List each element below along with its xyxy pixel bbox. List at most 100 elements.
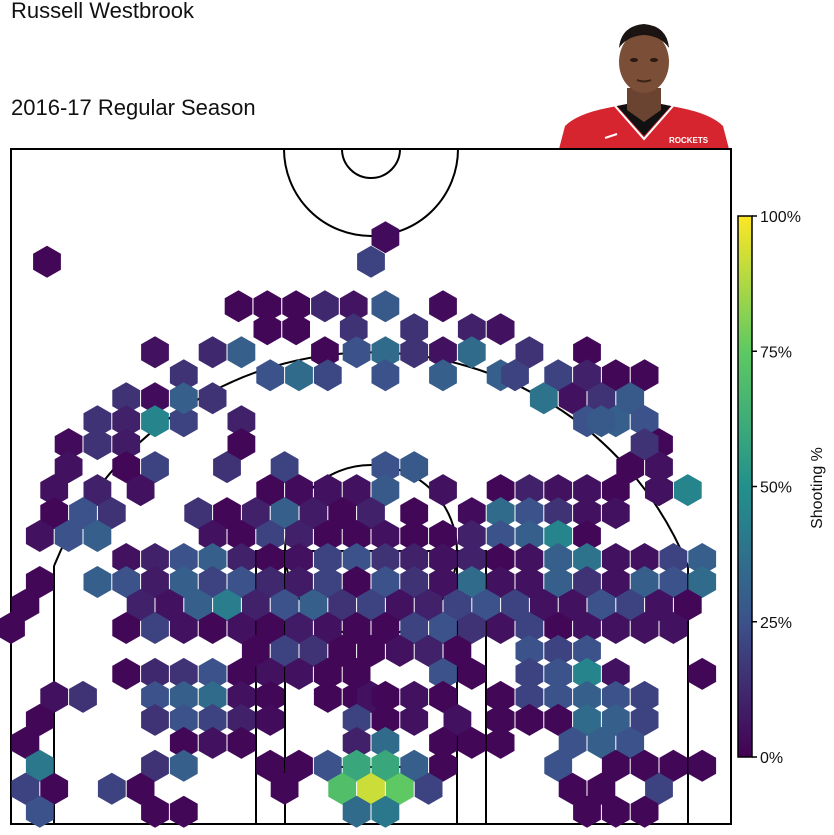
hex-bin: [601, 566, 630, 598]
hex-bin: [184, 589, 213, 621]
hex-bin: [112, 657, 141, 690]
hex-bin: [285, 566, 313, 598]
hex-bin: [429, 726, 457, 759]
hex-bin: [342, 543, 371, 575]
hex-bin: [688, 543, 717, 575]
hex-bin: [630, 795, 659, 828]
hex-bin: [126, 589, 155, 621]
hex-bin: [198, 612, 227, 644]
hex-bin: [385, 589, 414, 621]
hex-bin: [285, 657, 313, 690]
hex-bin: [501, 359, 529, 392]
hex-bin: [311, 290, 339, 323]
hex-bin: [601, 680, 630, 713]
hex-bin: [457, 520, 486, 552]
hex-bin: [515, 474, 544, 507]
hex-bin: [587, 382, 616, 415]
hex-bin: [169, 543, 198, 575]
hex-bin: [11, 772, 40, 805]
hex-bin: [645, 772, 673, 805]
hex-bin: [227, 520, 256, 552]
hex-bin: [673, 589, 702, 621]
hex-bin: [285, 474, 313, 507]
hex-bin: [213, 451, 241, 484]
hex-bin: [141, 336, 169, 369]
hex-bin: [371, 566, 400, 598]
hex-bin: [486, 612, 515, 644]
hex-bin: [400, 520, 429, 552]
hex-bin: [25, 520, 54, 552]
hex-bin: [486, 474, 515, 507]
hex-bin: [342, 795, 371, 828]
hex-bin: [630, 612, 659, 644]
hex-bin: [544, 634, 573, 667]
hex-bin: [155, 589, 184, 621]
hex-bin: [400, 612, 429, 644]
hex-bin: [342, 566, 371, 598]
hex-bin: [313, 680, 342, 713]
hex-bin: [457, 566, 486, 598]
hex-bin: [443, 703, 472, 736]
hex-bin: [457, 543, 486, 575]
hex-bin: [544, 703, 573, 736]
hex-bin: [328, 589, 357, 621]
hex-bin: [630, 405, 659, 438]
hex-bin: [112, 612, 141, 644]
hex-bin: [371, 703, 400, 736]
hex-bin: [169, 612, 198, 644]
hex-bin: [169, 703, 198, 736]
hex-bin: [486, 726, 515, 759]
hex-bin: [400, 680, 429, 713]
hex-bin: [169, 657, 198, 690]
hex-bin: [342, 749, 371, 782]
hex-bin: [213, 589, 241, 621]
hex-bin: [544, 474, 573, 507]
hex-bin: [198, 336, 227, 369]
hex-bin: [256, 680, 285, 713]
hex-bin: [83, 474, 112, 507]
hex-bin: [573, 566, 601, 598]
hex-bin: [371, 359, 400, 392]
hex-bin: [688, 566, 717, 598]
colorbar: [737, 215, 753, 758]
hex-bin: [457, 313, 486, 346]
hex-bin: [169, 726, 198, 759]
chart-title-season: 2016-17 Regular Season: [11, 95, 256, 120]
hex-bin: [270, 634, 299, 667]
hex-bin: [616, 451, 645, 484]
hex-bin: [400, 497, 429, 530]
hex-bin: [83, 428, 112, 461]
hex-bin: [515, 543, 544, 575]
hex-bin: [141, 749, 169, 782]
chart-title-player: Russell Westbrook: [11, 0, 194, 23]
hex-bin: [227, 336, 256, 369]
hex-bin: [573, 612, 601, 644]
hex-bin: [414, 772, 443, 805]
hex-bin: [256, 543, 285, 575]
hex-bin: [241, 589, 270, 621]
hex-bin: [227, 566, 256, 598]
hex-bin: [515, 612, 544, 644]
hex-bin: [659, 612, 688, 644]
hex-bin: [357, 772, 385, 805]
hex-bin: [270, 497, 299, 530]
hex-bin: [227, 612, 256, 644]
hex-bin: [601, 543, 630, 575]
hex-bin: [241, 497, 270, 530]
hex-bin: [342, 657, 371, 690]
hex-bin: [112, 405, 141, 438]
hex-bin: [270, 772, 299, 805]
hex-bin: [97, 497, 126, 530]
hex-bin: [371, 290, 400, 323]
hex-bin: [256, 566, 285, 598]
hex-bin: [25, 566, 54, 598]
hex-bin: [429, 680, 457, 713]
hex-bin: [40, 497, 69, 530]
hex-bin: [83, 520, 112, 552]
hex-bin: [357, 589, 385, 621]
hex-bin: [112, 543, 141, 575]
hex-bin: [169, 795, 198, 828]
hex-bin: [342, 336, 371, 369]
hex-bin: [515, 566, 544, 598]
hex-bin: [313, 657, 342, 690]
